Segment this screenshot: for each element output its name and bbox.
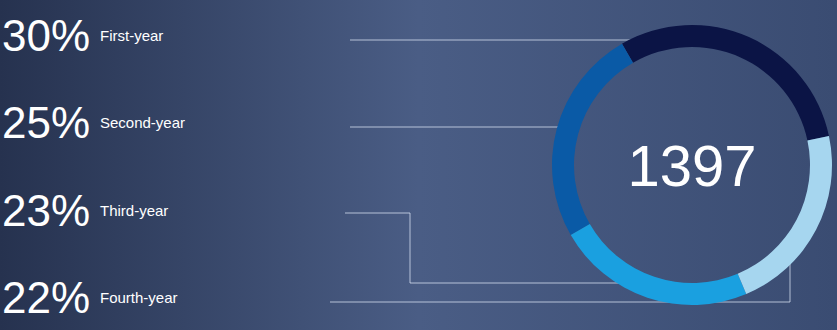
svg-text:23%: 23%: [2, 186, 90, 235]
svg-text:Fourth-year: Fourth-year: [100, 289, 178, 306]
svg-text:22%: 22%: [2, 273, 90, 322]
svg-text:Third-year: Third-year: [100, 202, 168, 219]
svg-text:Second-year: Second-year: [100, 114, 185, 131]
svg-text:1397: 1397: [627, 133, 756, 198]
svg-text:25%: 25%: [2, 98, 90, 147]
svg-text:First-year: First-year: [100, 27, 163, 44]
svg-text:30%: 30%: [2, 11, 90, 60]
